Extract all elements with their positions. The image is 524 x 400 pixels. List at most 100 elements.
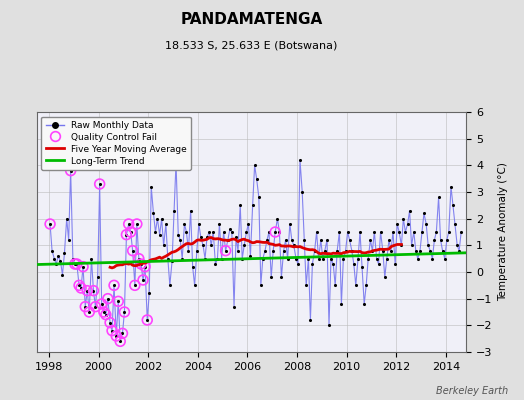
Point (118, 330, 127, 336)
Point (126, 229, 135, 235)
Point (211, 261, 220, 267)
Point (108, 328, 116, 334)
Point (352, 282, 360, 288)
Point (58, 272, 67, 278)
Point (325, 322, 333, 328)
Point (327, 256, 335, 262)
Point (224, 237, 232, 243)
Point (190, 282, 199, 288)
Point (209, 229, 217, 235)
Point (110, 282, 118, 288)
Point (143, 317, 151, 323)
Point (308, 261, 316, 267)
Point (236, 202, 244, 208)
Point (97, 301, 106, 307)
Point (265, 229, 273, 235)
Point (222, 248, 230, 254)
Point (79, 264, 87, 270)
Point (89, 288, 97, 294)
Point (379, 248, 387, 254)
Point (439, 248, 447, 254)
Point (337, 301, 346, 307)
Point (335, 229, 344, 235)
Point (342, 248, 350, 254)
Point (114, 298, 123, 304)
Point (193, 248, 201, 254)
Point (300, 237, 309, 243)
Point (358, 264, 366, 270)
Point (133, 221, 141, 227)
Point (230, 304, 238, 310)
Point (432, 229, 441, 235)
Point (294, 261, 302, 267)
Point (184, 248, 193, 254)
Point (139, 277, 147, 283)
Point (347, 248, 356, 254)
Point (451, 221, 459, 227)
Point (199, 242, 207, 248)
Point (368, 248, 377, 254)
Point (350, 261, 358, 267)
Point (354, 256, 362, 262)
Point (172, 160, 180, 166)
Point (267, 274, 276, 280)
Point (85, 309, 93, 315)
Text: Berkeley Earth: Berkeley Earth (436, 386, 508, 396)
Point (104, 296, 112, 302)
Point (141, 264, 149, 270)
Point (296, 157, 304, 163)
Point (428, 256, 436, 262)
Point (345, 237, 354, 243)
Point (399, 216, 408, 222)
Point (376, 229, 385, 235)
Point (290, 242, 298, 248)
Point (108, 328, 116, 334)
Point (189, 264, 197, 270)
Point (81, 304, 90, 310)
Point (85, 309, 93, 315)
Point (60, 250, 69, 256)
Point (153, 216, 161, 222)
Point (279, 248, 288, 254)
Point (112, 333, 121, 339)
Point (329, 261, 337, 267)
Point (54, 253, 62, 259)
Point (298, 189, 307, 195)
Point (126, 229, 135, 235)
Point (91, 304, 100, 310)
Point (182, 229, 191, 235)
Point (420, 210, 428, 216)
Point (130, 282, 139, 288)
Point (75, 282, 83, 288)
Point (67, 168, 75, 174)
Point (141, 264, 149, 270)
Point (403, 221, 412, 227)
Point (89, 288, 97, 294)
Point (227, 229, 236, 235)
Point (248, 202, 257, 208)
Point (203, 234, 211, 240)
Point (133, 221, 141, 227)
Point (139, 277, 147, 283)
Point (226, 226, 234, 232)
Point (102, 312, 110, 318)
Point (102, 312, 110, 318)
Point (244, 221, 253, 227)
Point (453, 242, 461, 248)
Point (257, 282, 265, 288)
Point (238, 256, 246, 262)
Point (170, 208, 178, 214)
Point (178, 256, 187, 262)
Point (373, 256, 381, 262)
Point (286, 221, 294, 227)
Point (143, 317, 151, 323)
Point (310, 248, 319, 254)
Point (220, 229, 228, 235)
Point (137, 261, 145, 267)
Point (383, 256, 391, 262)
Point (116, 338, 124, 344)
Point (288, 237, 296, 243)
Point (343, 229, 352, 235)
Point (205, 229, 213, 235)
Point (100, 309, 108, 315)
